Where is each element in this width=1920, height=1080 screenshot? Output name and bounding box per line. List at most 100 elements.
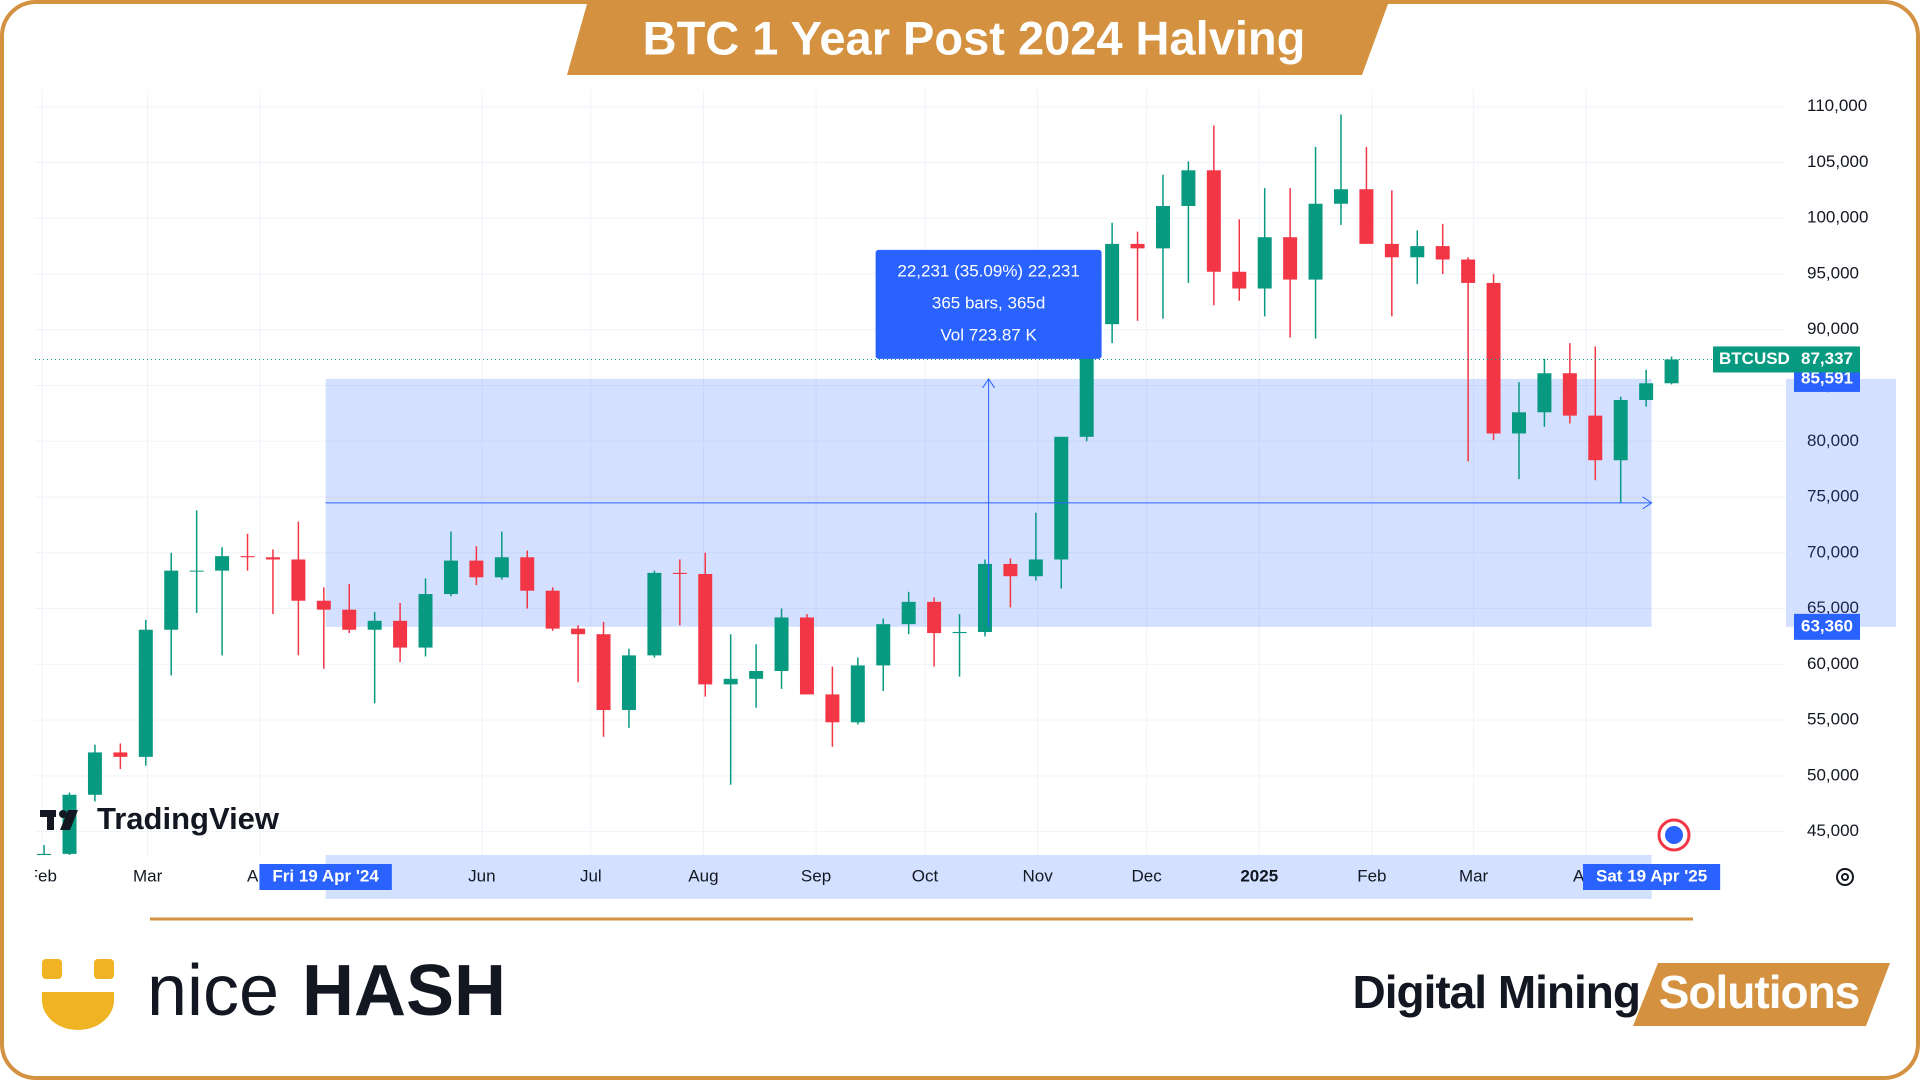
x-tick-label: Nov <box>1023 866 1054 885</box>
candle-body <box>647 572 662 656</box>
y-tick-label: 55,000 <box>1807 710 1859 729</box>
x-tick-label: Feb <box>28 866 57 885</box>
candle-body <box>240 556 255 558</box>
date-label-to-bg <box>1583 864 1721 890</box>
candle-body <box>494 557 509 578</box>
symbol-label-bg <box>1713 346 1796 373</box>
tagline-badge-bg <box>1633 963 1890 1026</box>
measure-text: Vol 723.87 K <box>940 325 1037 344</box>
candle-body <box>164 570 179 630</box>
candle-body <box>443 560 458 595</box>
candle-body <box>1461 259 1476 283</box>
x-tick-label: Aug <box>688 866 718 885</box>
candle-body <box>316 600 331 610</box>
candle-body <box>1003 563 1018 577</box>
x-tick-label: Mar <box>1459 866 1489 885</box>
tagline: Digital Mining <box>1352 966 1640 1018</box>
x-tick-label: Dec <box>1132 866 1163 885</box>
candle-body <box>1562 373 1577 416</box>
candle-body <box>571 628 586 635</box>
candle-body <box>749 670 764 679</box>
candle-body <box>545 590 560 629</box>
candle-body <box>215 556 230 571</box>
price-range-highlight <box>1786 378 1896 627</box>
candle-body <box>367 620 382 630</box>
date-label-to: Sat 19 Apr '25 <box>1596 866 1707 885</box>
candle-body <box>621 655 636 711</box>
measure-arrowhead-v <box>982 378 996 389</box>
nicehash-icon <box>42 959 114 1030</box>
candle-body <box>1664 359 1679 384</box>
candle-body <box>1410 246 1425 258</box>
x-tick-label: 2025 <box>1240 866 1278 885</box>
candle-body <box>1588 415 1603 461</box>
candle-body <box>291 559 306 601</box>
symbol-label: BTCUSD <box>1719 349 1790 368</box>
candle-body <box>37 853 52 855</box>
candle-body <box>876 624 891 666</box>
flag-icon <box>1657 818 1691 852</box>
tradingview-logo <box>40 810 78 830</box>
y-tick-label: 50,000 <box>1807 765 1859 784</box>
y-tick-label: 65,000 <box>1807 598 1859 617</box>
candle-body <box>927 601 942 634</box>
candle-body <box>698 573 713 685</box>
candle-body <box>1257 237 1272 289</box>
candle-body <box>1333 189 1348 204</box>
candle-body <box>977 563 992 632</box>
y-tick-label: 105,000 <box>1807 152 1868 171</box>
price-label-high: 85,591 <box>1801 368 1853 387</box>
date-label-from-bg <box>259 864 392 890</box>
settings-icon[interactable] <box>1836 868 1854 886</box>
y-tick-label: 95,000 <box>1807 263 1859 282</box>
candle-body <box>87 752 102 795</box>
y-tick-label: 110,000 <box>1807 96 1867 115</box>
y-tick-label: 80,000 <box>1807 431 1859 450</box>
brand-light: nice <box>147 951 279 1031</box>
candle-body <box>774 617 789 671</box>
candle-body <box>596 634 611 711</box>
candle-body <box>1028 559 1043 577</box>
candle-body <box>265 557 280 560</box>
price-label-low-bg <box>1794 613 1860 640</box>
chart: BTC 1 Year Post 2024 Halving FebMarAprJu… <box>28 4 1896 1031</box>
last-price-label: 87,337 <box>1801 349 1853 368</box>
candle-body <box>113 752 128 757</box>
candle-body <box>825 694 840 723</box>
candle-body <box>952 631 967 634</box>
candle-body <box>1384 243 1399 258</box>
candle-body <box>189 570 204 572</box>
brand-bold: HASH <box>302 951 506 1031</box>
measure-arrowhead-h <box>1642 496 1653 510</box>
candle-body <box>393 620 408 648</box>
candle-body <box>1155 205 1170 249</box>
y-tick-label: 60,000 <box>1807 654 1859 673</box>
candle-body <box>723 678 738 685</box>
candle-body <box>672 572 687 574</box>
chart-title: BTC 1 Year Post 2024 Halving <box>643 11 1306 64</box>
x-tick-label: Feb <box>1357 866 1386 885</box>
candle-body <box>1308 203 1323 280</box>
measure-tooltip <box>875 249 1102 359</box>
y-tick-label: 75,000 <box>1807 487 1859 506</box>
candle-body <box>1537 373 1552 413</box>
candle-body <box>342 609 357 630</box>
candle-body <box>520 557 535 591</box>
x-tick-label: Oct <box>912 866 939 885</box>
y-tick-label: 100,000 <box>1807 208 1868 227</box>
y-tick-label: 70,000 <box>1807 542 1859 561</box>
candle-body <box>138 629 153 757</box>
candle-body <box>901 601 916 625</box>
candle-body <box>799 617 814 695</box>
candle-body <box>850 665 865 723</box>
x-tick-label: Jul <box>580 866 602 885</box>
x-tick-label: Mar <box>133 866 163 885</box>
time-range-highlight <box>325 855 1652 899</box>
candle-body <box>1206 170 1221 272</box>
measure-text: 365 bars, 365d <box>932 293 1045 312</box>
tagline-badge: Solutions <box>1659 966 1860 1018</box>
candle-body <box>1359 189 1374 244</box>
measure-text: 22,231 (35.09%) 22,231 <box>897 261 1079 280</box>
candle-body <box>1181 170 1196 206</box>
